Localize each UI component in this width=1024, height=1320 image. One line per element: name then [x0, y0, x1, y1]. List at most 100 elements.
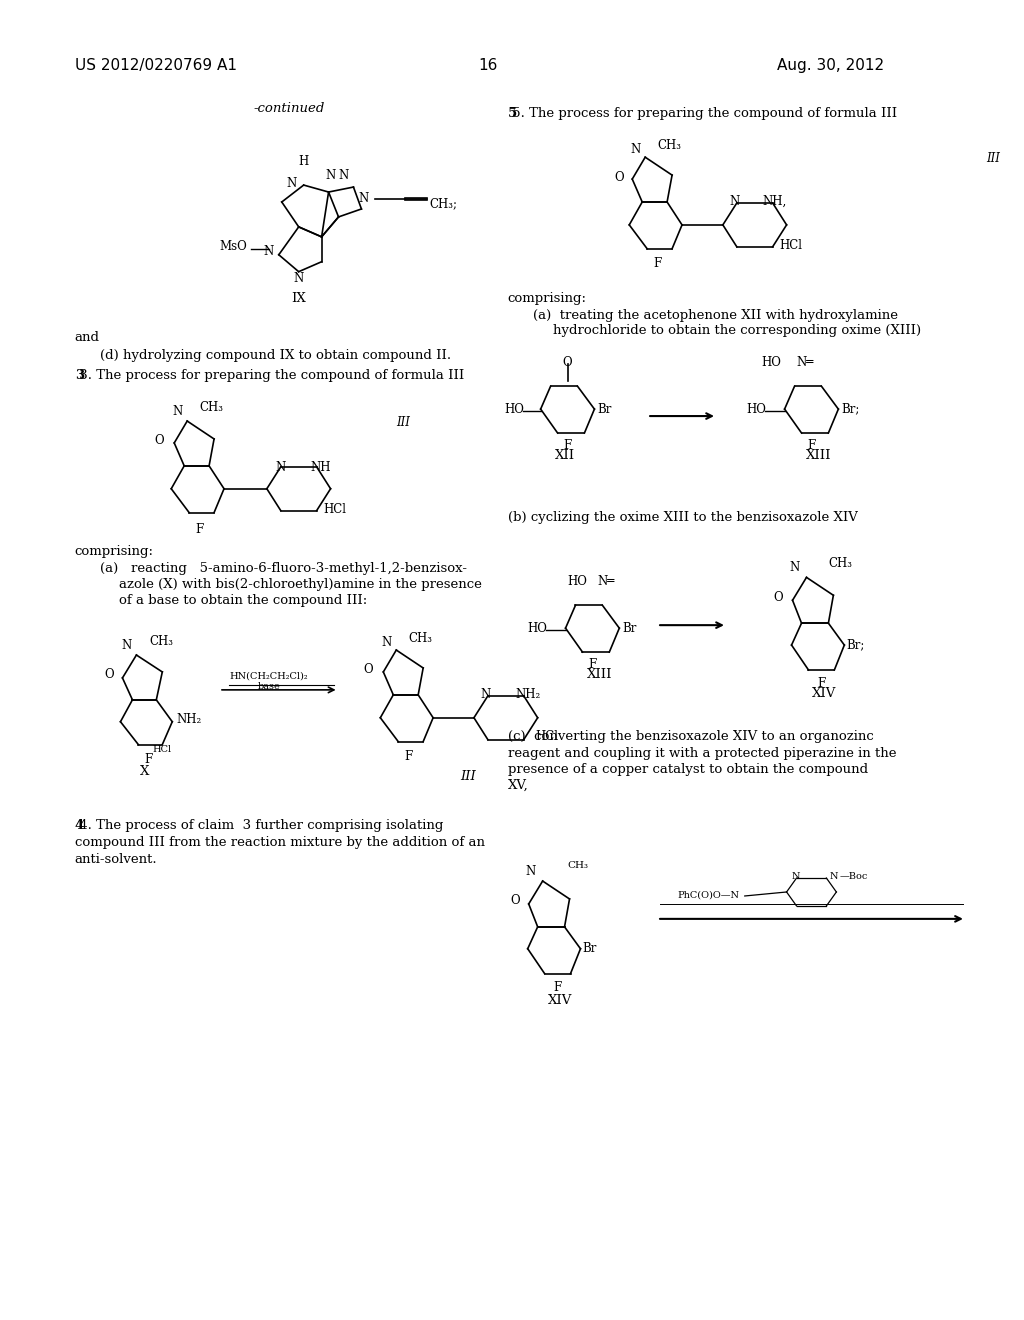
Text: reagent and coupling it with a protected piperazine in the: reagent and coupling it with a protected… [508, 747, 896, 759]
Text: HCl: HCl [153, 744, 171, 754]
Text: CH₃: CH₃ [409, 632, 432, 645]
Text: F: F [807, 440, 815, 451]
Text: Br: Br [583, 942, 597, 956]
Text: F: F [195, 523, 203, 536]
Text: CH₃: CH₃ [567, 861, 589, 870]
Text: comprising:: comprising: [75, 545, 154, 558]
Text: Br;: Br; [846, 639, 864, 652]
Text: of a base to obtain the compound III:: of a base to obtain the compound III: [120, 594, 368, 607]
Text: comprising:: comprising: [508, 292, 587, 305]
Text: NH,: NH, [763, 195, 786, 209]
Text: 16: 16 [478, 58, 498, 73]
Text: N: N [358, 191, 369, 205]
Text: N: N [790, 561, 800, 574]
Text: N═: N═ [597, 576, 614, 589]
Text: HO: HO [505, 403, 524, 416]
Text: N: N [287, 177, 297, 190]
Text: XV,: XV, [508, 779, 528, 792]
Text: N: N [338, 169, 348, 182]
Text: XIII: XIII [587, 668, 612, 681]
Text: N: N [829, 873, 838, 880]
Text: NH₂: NH₂ [176, 713, 202, 726]
Text: compound III from the reaction mixture by the addition of an: compound III from the reaction mixture b… [75, 837, 484, 849]
Text: N: N [381, 635, 391, 648]
Text: XIII: XIII [806, 449, 831, 462]
Text: (b) cyclizing the oxime XIII to the benzisoxazole XIV: (b) cyclizing the oxime XIII to the benz… [508, 511, 858, 524]
Text: NH: NH [310, 461, 331, 474]
Text: N: N [525, 865, 536, 878]
Text: F: F [589, 657, 597, 671]
Text: F: F [553, 981, 562, 994]
Text: MsO: MsO [219, 240, 247, 253]
Text: PhC(O)O—N: PhC(O)O—N [677, 891, 739, 900]
Text: (a)   reacting   5-amino-6-fluoro-3-methyl-1,2-benzisox-: (a) reacting 5-amino-6-fluoro-3-methyl-1… [99, 562, 467, 576]
Text: Br;: Br; [842, 403, 860, 416]
Text: HO: HO [567, 576, 588, 589]
Text: NH₂: NH₂ [515, 688, 541, 701]
Text: N: N [326, 169, 336, 182]
Text: N: N [275, 461, 286, 474]
Text: 5: 5 [508, 107, 517, 120]
Text: IX: IX [291, 292, 306, 305]
Text: O: O [155, 434, 164, 447]
Text: O: O [614, 170, 624, 183]
Text: O: O [104, 668, 115, 681]
Text: 3: 3 [75, 370, 84, 383]
Text: base: base [257, 682, 281, 690]
Text: N: N [730, 195, 740, 209]
Text: N: N [264, 244, 274, 257]
Text: (a)  treating the acetophenone XII with hydroxylamine: (a) treating the acetophenone XII with h… [532, 309, 898, 322]
Text: X: X [139, 764, 150, 777]
Text: N═: N═ [797, 356, 814, 370]
Text: HO: HO [762, 356, 781, 370]
Text: (d) hydrolyzing compound IX to obtain compound II.: (d) hydrolyzing compound IX to obtain co… [99, 350, 451, 363]
Text: F: F [653, 257, 662, 269]
Text: O: O [562, 356, 572, 370]
Text: CH₃: CH₃ [199, 401, 223, 414]
Text: XIV: XIV [812, 686, 837, 700]
Text: III: III [396, 416, 411, 429]
Text: CH₃: CH₃ [150, 635, 173, 648]
Text: N: N [294, 272, 304, 285]
Text: (c)  converting the benzisoxazole XIV to an organozinc: (c) converting the benzisoxazole XIV to … [508, 730, 873, 743]
Text: III: III [460, 770, 476, 783]
Text: -continued: -continued [254, 103, 326, 115]
Text: HN(CH₂CH₂Cl)₂: HN(CH₂CH₂Cl)₂ [229, 672, 308, 681]
Text: presence of a copper catalyst to obtain the compound: presence of a copper catalyst to obtain … [508, 763, 868, 776]
Text: F: F [563, 440, 571, 451]
Text: Br: Br [597, 403, 611, 416]
Text: N: N [792, 873, 800, 880]
Text: US 2012/0220769 A1: US 2012/0220769 A1 [75, 58, 237, 73]
Text: HO: HO [746, 403, 767, 416]
Text: —Boc: —Boc [840, 873, 867, 880]
Text: F: F [817, 677, 825, 690]
Text: 4. The process of claim  3 further comprising isolating: 4. The process of claim 3 further compri… [75, 820, 443, 833]
Text: 3. The process for preparing the compound of formula III: 3. The process for preparing the compoun… [75, 370, 464, 383]
Text: O: O [510, 895, 519, 907]
Text: N: N [480, 688, 492, 701]
Text: HO: HO [527, 622, 548, 635]
Text: azole (X) with bis(2-chloroethyl)amine in the presence: azole (X) with bis(2-chloroethyl)amine i… [120, 578, 482, 591]
Text: CH₃: CH₃ [828, 557, 852, 570]
Text: HCl: HCl [779, 239, 803, 252]
Text: III: III [986, 152, 999, 165]
Text: F: F [144, 752, 153, 766]
Text: hydrochloride to obtain the corresponding oxime (XIII): hydrochloride to obtain the correspondin… [553, 325, 921, 338]
Text: 5. The process for preparing the compound of formula III: 5. The process for preparing the compoun… [508, 107, 897, 120]
Text: F: F [404, 750, 413, 763]
Text: Aug. 30, 2012: Aug. 30, 2012 [776, 58, 884, 73]
Text: O: O [364, 664, 373, 676]
Text: Br: Br [623, 622, 637, 635]
Text: XII: XII [554, 449, 574, 462]
Text: CH₃: CH₃ [657, 140, 681, 152]
Text: 4: 4 [75, 820, 84, 833]
Text: XIV: XIV [549, 994, 572, 1007]
Text: N: N [172, 405, 182, 417]
Text: HCl: HCl [324, 503, 346, 516]
Text: N: N [630, 143, 640, 156]
Text: H: H [299, 156, 309, 168]
Text: anti-solvent.: anti-solvent. [75, 853, 158, 866]
Text: O: O [774, 591, 783, 603]
Text: and: and [75, 331, 99, 345]
Text: HCl: HCl [536, 730, 559, 743]
